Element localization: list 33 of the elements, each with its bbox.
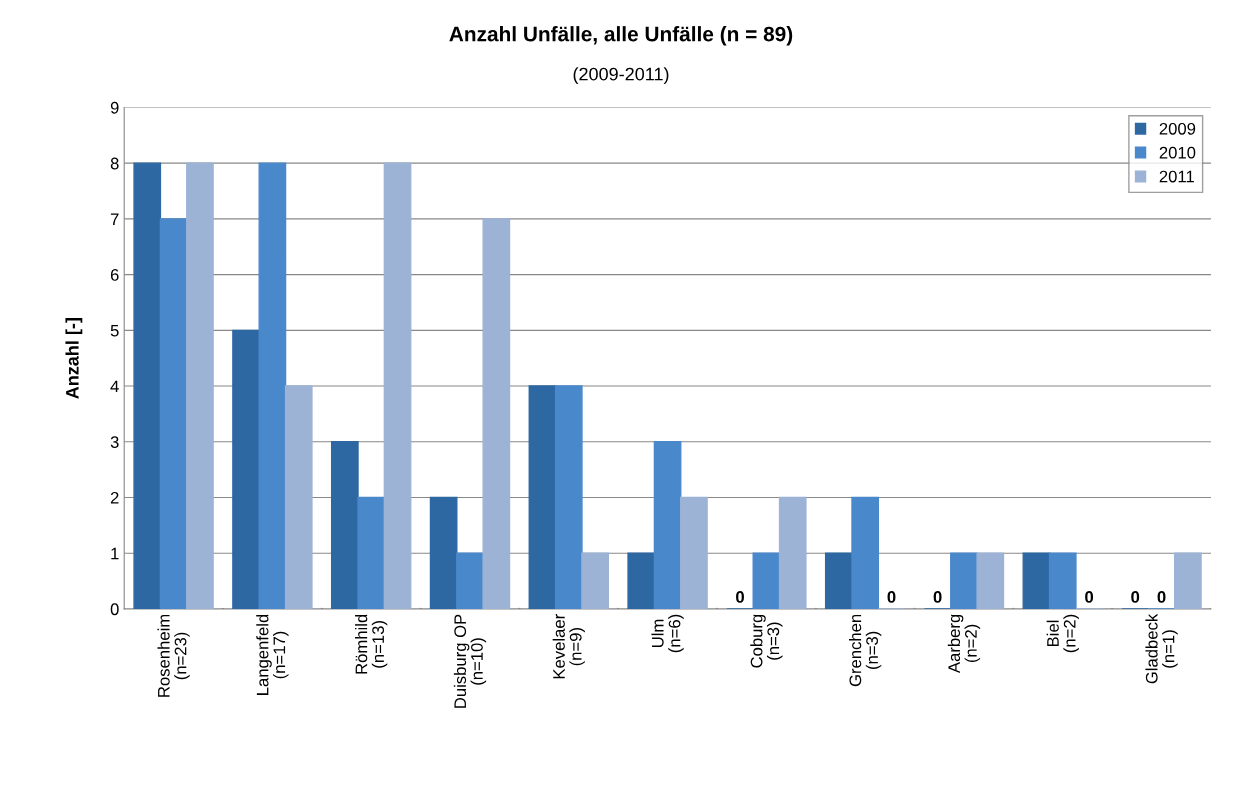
y-tick-label: 9 bbox=[110, 101, 119, 114]
y-axis-title: Anzahl [-] bbox=[65, 318, 83, 399]
y-tick-label: 8 bbox=[110, 157, 119, 170]
data-label: 0 bbox=[887, 591, 896, 603]
x-tick-label: Ulm (n=6) bbox=[651, 614, 684, 653]
y-tick-label: 4 bbox=[110, 380, 119, 393]
x-tick-label: Kevelaer (n=9) bbox=[552, 614, 585, 679]
x-tick-label: Duisburg OP (n=10) bbox=[453, 614, 487, 708]
chart-title: Anzahl Unfälle, alle Unfälle (n = 89) bbox=[449, 26, 793, 46]
data-label: 0 bbox=[736, 591, 744, 603]
y-tick-label: 3 bbox=[110, 436, 119, 448]
x-tick-label: Römhild (n=13) bbox=[355, 614, 388, 674]
y-tick-label: 0 bbox=[110, 603, 119, 616]
x-tick-label: Langenfeld (n=17) bbox=[256, 614, 289, 695]
x-tick-label: Coburg (n=3) bbox=[750, 614, 783, 668]
legend-label: 2009 bbox=[1159, 122, 1196, 135]
y-tick-label: 7 bbox=[110, 213, 119, 225]
y-tick-label: 2 bbox=[110, 491, 119, 504]
x-tick-label: Grenchen (n=3) bbox=[849, 614, 882, 687]
x-tick-label: Aarberg (n=2) bbox=[947, 614, 981, 674]
data-label: 0 bbox=[1157, 591, 1166, 603]
legend-label: 2010 bbox=[1159, 146, 1196, 159]
data-label: 0 bbox=[1131, 591, 1140, 603]
data-label: 0 bbox=[933, 591, 942, 603]
data-label: 0 bbox=[1085, 591, 1094, 603]
x-tick-label: Gladbeck (n=1) bbox=[1145, 613, 1178, 684]
legend-label: 2011 bbox=[1159, 170, 1194, 183]
y-tick-label: 1 bbox=[111, 547, 119, 560]
x-tick-label: Biel (n=2) bbox=[1046, 614, 1079, 653]
chart-subtitle: (2009-2011) bbox=[573, 67, 669, 85]
y-tick-label: 5 bbox=[110, 324, 119, 337]
x-tick-label: Rosenheim (n=23) bbox=[157, 614, 190, 697]
y-tick-label: 6 bbox=[110, 269, 119, 281]
